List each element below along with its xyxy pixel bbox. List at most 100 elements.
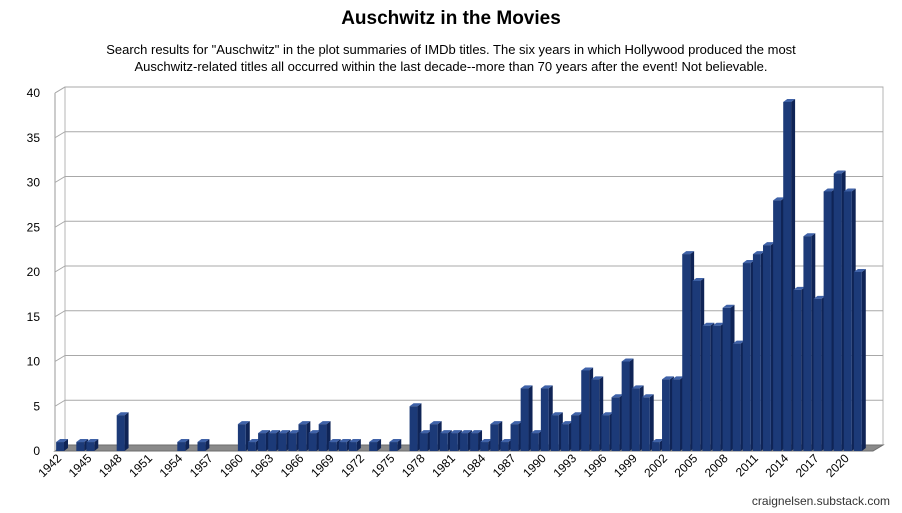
bar	[631, 385, 644, 451]
bar	[550, 412, 563, 451]
bar-top	[530, 430, 543, 434]
bar	[268, 430, 281, 451]
bar-front	[601, 415, 610, 451]
x-tick-label: 1984	[460, 451, 489, 480]
bar	[722, 304, 735, 451]
bar-front	[692, 280, 701, 451]
bar	[278, 430, 291, 451]
bar-top	[429, 421, 442, 425]
bar-top	[601, 412, 614, 416]
bar-side	[185, 439, 190, 451]
bar-front	[651, 442, 660, 451]
bar-front	[177, 442, 186, 451]
bar	[298, 421, 311, 451]
bar	[56, 439, 68, 451]
bar-top	[288, 430, 301, 434]
bar	[247, 439, 260, 451]
bar	[197, 439, 210, 451]
bar-top	[470, 430, 483, 434]
bar	[662, 376, 674, 451]
x-tick-label: 2014	[763, 451, 792, 480]
bar-front	[419, 433, 428, 451]
gridline	[54, 399, 883, 407]
bar	[591, 376, 604, 451]
bar-front	[429, 424, 438, 451]
bar-front	[581, 370, 590, 451]
bar	[520, 385, 533, 451]
bar	[621, 358, 634, 451]
bar-top	[682, 251, 695, 255]
bar	[369, 439, 382, 451]
bar-front	[732, 343, 741, 451]
y-tick-label: 15	[27, 310, 41, 324]
gridline	[54, 265, 883, 273]
bar-front	[631, 388, 640, 451]
bar-top	[631, 385, 644, 389]
bar-top	[520, 385, 533, 389]
gridline	[54, 131, 883, 139]
bar-top	[823, 188, 836, 192]
bar	[601, 412, 614, 451]
x-tick-label: 2008	[702, 451, 731, 480]
x-tick-label: 1966	[278, 451, 307, 480]
bar-front	[389, 442, 398, 451]
bar-front	[591, 379, 600, 451]
bar-top	[369, 439, 382, 443]
gridline	[54, 176, 883, 183]
bar-top	[76, 439, 89, 443]
bar	[439, 430, 452, 451]
bar-top	[237, 421, 250, 425]
x-tick-label: 1981	[429, 451, 458, 480]
chart-title: Auschwitz in the Movies	[341, 8, 561, 29]
bar-top	[510, 421, 523, 425]
bar-top	[571, 412, 584, 416]
bar	[328, 439, 341, 451]
bar-top	[308, 430, 321, 434]
bar-front	[298, 424, 307, 451]
bar-front	[409, 406, 418, 451]
bar-front	[247, 442, 256, 451]
bar	[540, 385, 553, 451]
bar-top	[752, 251, 765, 255]
bar-front	[116, 415, 125, 451]
bar-top	[672, 376, 685, 380]
x-tick-label: 2005	[672, 451, 701, 480]
bar-top	[763, 242, 775, 246]
bar	[86, 439, 99, 451]
bar	[318, 421, 331, 451]
bar-side	[356, 439, 361, 451]
x-tick-label: 1969	[308, 451, 337, 480]
x-tick-label: 1999	[611, 451, 640, 480]
bar-top	[722, 304, 735, 308]
bar-front	[742, 263, 751, 451]
y-tick-label: 35	[27, 131, 41, 145]
bar-side	[377, 439, 382, 451]
bar-front	[550, 415, 559, 451]
bar-top	[813, 295, 826, 299]
bar	[288, 430, 301, 451]
bar	[116, 412, 129, 451]
bar-front	[783, 101, 792, 451]
bar-top	[86, 439, 99, 443]
bar-front	[763, 245, 771, 451]
bar-top	[853, 269, 866, 272]
bar-front	[540, 388, 549, 451]
bar	[389, 439, 402, 451]
gridline	[54, 220, 883, 228]
bar	[672, 376, 685, 451]
bar	[641, 394, 654, 451]
bar	[742, 260, 755, 451]
bar-top	[116, 412, 129, 416]
chart-subtitle: Search results for "Auschwitz" in the pl…	[60, 41, 842, 75]
bar-front	[722, 307, 731, 451]
bar	[308, 430, 321, 451]
bar-top	[278, 430, 291, 434]
bar	[561, 421, 573, 451]
bar-front	[853, 272, 862, 451]
bar	[813, 295, 826, 451]
bar-front	[439, 433, 448, 451]
gridlines	[54, 86, 883, 407]
subtitle-line-2: Auschwitz-related titles all occurred wi…	[134, 59, 768, 74]
bar	[449, 430, 462, 451]
bar-top	[490, 421, 503, 425]
